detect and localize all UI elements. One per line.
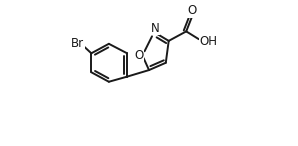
- Text: Br: Br: [71, 36, 84, 50]
- Text: N: N: [151, 21, 160, 35]
- Text: O: O: [187, 4, 197, 18]
- Text: O: O: [134, 49, 143, 62]
- Text: OH: OH: [199, 35, 217, 48]
